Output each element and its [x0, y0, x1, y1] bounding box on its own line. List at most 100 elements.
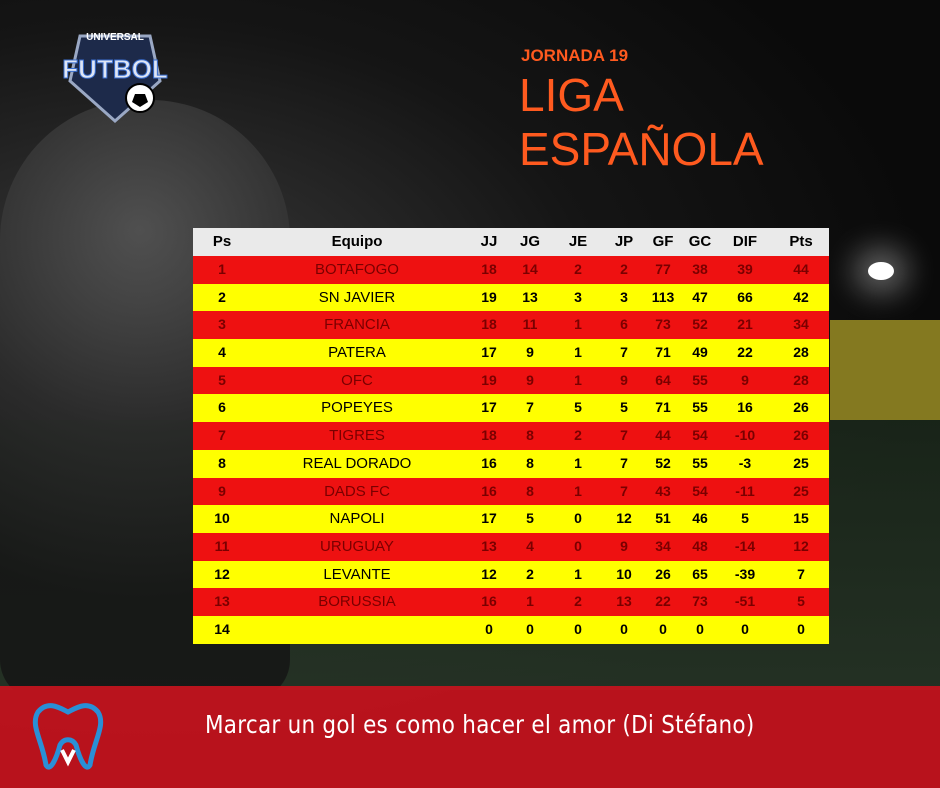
goals-for: 77 [655, 261, 671, 277]
table-row: 5 OFC 19 9 1 9 64 55 9 28 [193, 366, 829, 395]
won: 2 [526, 565, 534, 582]
title: LIGA [519, 69, 624, 121]
column-header: JG [519, 233, 541, 250]
table-row: 12 LEVANTE 12 2 1 10 26 65 -39 7 [193, 560, 829, 589]
points: 25 [793, 454, 809, 471]
points: 34 [793, 316, 809, 333]
won: 11 [522, 316, 538, 333]
goals-against: 55 [692, 399, 708, 416]
column-header: GF [652, 233, 674, 250]
drawn: 1 [574, 371, 582, 388]
logo-top: UNIVERSAL [86, 32, 144, 43]
goal-diff: -39 [734, 565, 756, 582]
position: 4 [218, 344, 226, 361]
lost: 0 [620, 620, 628, 637]
won: 7 [526, 399, 534, 416]
lost: 13 [616, 593, 632, 610]
drawn: 0 [574, 620, 582, 637]
won: 5 [526, 510, 534, 527]
goals-for: 64 [655, 371, 671, 388]
stadium-light [868, 262, 894, 280]
goals-against: 47 [692, 288, 708, 305]
goal-diff: 21 [737, 316, 753, 333]
table-row: 7 TIGRES 18 8 2 7 44 54 -10 26 [193, 422, 829, 450]
logo: UNIVERSAL FUTBOL [62, 32, 168, 124]
goal-diff: 9 [741, 371, 749, 388]
drawn: 1 [574, 482, 582, 499]
goals-for: 113 [651, 288, 675, 305]
won: 14 [522, 261, 538, 277]
position: 2 [218, 288, 226, 305]
goals-for: 51 [655, 510, 671, 527]
table-row: 1 BOTAFOGO 18 14 2 2 77 38 39 44 [193, 256, 829, 284]
played: 17 [481, 510, 497, 527]
goal-diff: -10 [734, 427, 756, 444]
goals-against: 38 [692, 261, 708, 277]
table-row: 11 URUGUAY 13 4 0 9 34 48 -14 12 [193, 532, 829, 561]
goal-diff: 0 [741, 620, 749, 637]
goals-against: 54 [692, 482, 708, 499]
goal-diff: -51 [734, 593, 756, 610]
tooth-icon [32, 703, 104, 770]
drawn: 2 [574, 593, 582, 610]
lost: 12 [616, 510, 632, 527]
column-header: DIF [732, 233, 758, 250]
played: 0 [485, 620, 493, 637]
position: 10 [214, 510, 230, 527]
position: 1 [218, 261, 226, 277]
team: BORUSSIA [318, 593, 396, 611]
column-header: Pts [789, 233, 813, 250]
played: 18 [481, 316, 497, 333]
lost: 3 [620, 288, 628, 305]
points: 12 [793, 537, 809, 554]
played: 16 [481, 482, 497, 499]
won: 13 [522, 288, 538, 305]
team: OFC [341, 371, 373, 389]
position: 8 [218, 454, 226, 471]
goals-for: 0 [659, 620, 667, 637]
position: 3 [218, 316, 226, 333]
played: 16 [481, 593, 497, 610]
lost: 10 [616, 565, 632, 582]
points: 15 [793, 510, 809, 527]
points: 5 [797, 593, 805, 610]
lost: 7 [620, 427, 628, 444]
table-row: 14 0 0 0 0 0 0 0 0 [193, 615, 829, 644]
goals-against: 48 [692, 537, 708, 554]
goals-against: 55 [692, 454, 708, 471]
won: 8 [526, 427, 534, 444]
team: POPEYES [321, 399, 393, 417]
goals-for: 52 [655, 454, 671, 471]
points: 42 [793, 288, 809, 305]
column-header: JE [568, 233, 588, 250]
drawn: 1 [574, 316, 582, 333]
goals-for: 71 [655, 399, 671, 416]
lost: 9 [620, 371, 628, 388]
lost: 9 [620, 537, 628, 554]
drawn: 1 [574, 454, 582, 471]
footer-band [0, 686, 940, 788]
logo-main: FUTBOL [62, 54, 168, 84]
team: BOTAFOGO [315, 261, 399, 278]
won: 4 [526, 537, 534, 554]
played: 18 [481, 261, 497, 277]
points: 7 [797, 565, 805, 582]
goals-for: 26 [655, 565, 671, 582]
goals-against: 73 [692, 593, 708, 610]
played: 17 [481, 344, 497, 361]
goals-against: 54 [692, 427, 708, 444]
table-row: 10 NAPOLI 17 5 0 12 51 46 5 15 [193, 505, 829, 533]
column-header: Ps [212, 233, 232, 250]
position: 7 [218, 427, 226, 444]
drawn: 2 [574, 427, 582, 444]
won: 0 [526, 620, 534, 637]
table-row: 4 PATERA 17 9 1 7 71 49 22 28 [193, 339, 829, 367]
drawn: 3 [574, 288, 582, 305]
team: SN JAVIER [318, 288, 396, 306]
team: PATERA [328, 344, 386, 362]
position: 9 [218, 482, 226, 499]
team: TIGRES [329, 427, 385, 445]
points: 28 [793, 344, 809, 361]
position: 5 [218, 371, 226, 388]
goals-for: 22 [655, 593, 671, 610]
